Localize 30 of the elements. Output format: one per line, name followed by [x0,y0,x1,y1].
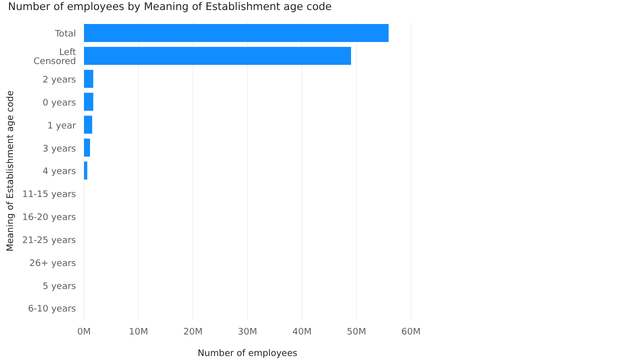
y-tick-label: 11-15 years [22,190,76,200]
bar [84,24,389,42]
y-tick-label: 16-20 years [22,213,76,224]
y-tick-label: Left Censored [34,48,76,68]
bar [84,162,88,180]
y-tick-label: 26+ years [29,258,76,269]
bar [84,70,94,88]
y-tick-label: 3 years [42,144,76,154]
y-tick-label: 1 year [47,121,76,132]
bar [84,116,92,134]
y-tick-label: 0 years [42,98,76,108]
x-tick-label: 10M [128,327,148,338]
bar [84,46,352,65]
y-tick-label: 5 years [42,282,76,292]
x-tick-label: 0M [77,327,91,338]
y-axis-title: Meaning of Establishment age code [6,90,16,252]
x-axis-title: Number of employees [198,349,298,359]
y-tick-label: 21-25 years [22,236,76,246]
y-tick-label: 6-10 years [28,304,76,315]
chart-title: Number of employees by Meaning of Establishment age code [8,1,332,13]
y-tick-label: Total [54,30,76,40]
x-tick-label: 40M [292,327,312,338]
y-tick-label: 2 years [42,76,76,86]
x-tick-label: 50M [346,327,366,338]
x-tick-label: 20M [183,327,203,338]
x-tick-label: 30M [238,327,258,338]
bar [84,138,90,157]
y-tick-label: 4 years [42,167,76,178]
x-tick-label: 60M [401,327,421,338]
bar [84,92,94,111]
